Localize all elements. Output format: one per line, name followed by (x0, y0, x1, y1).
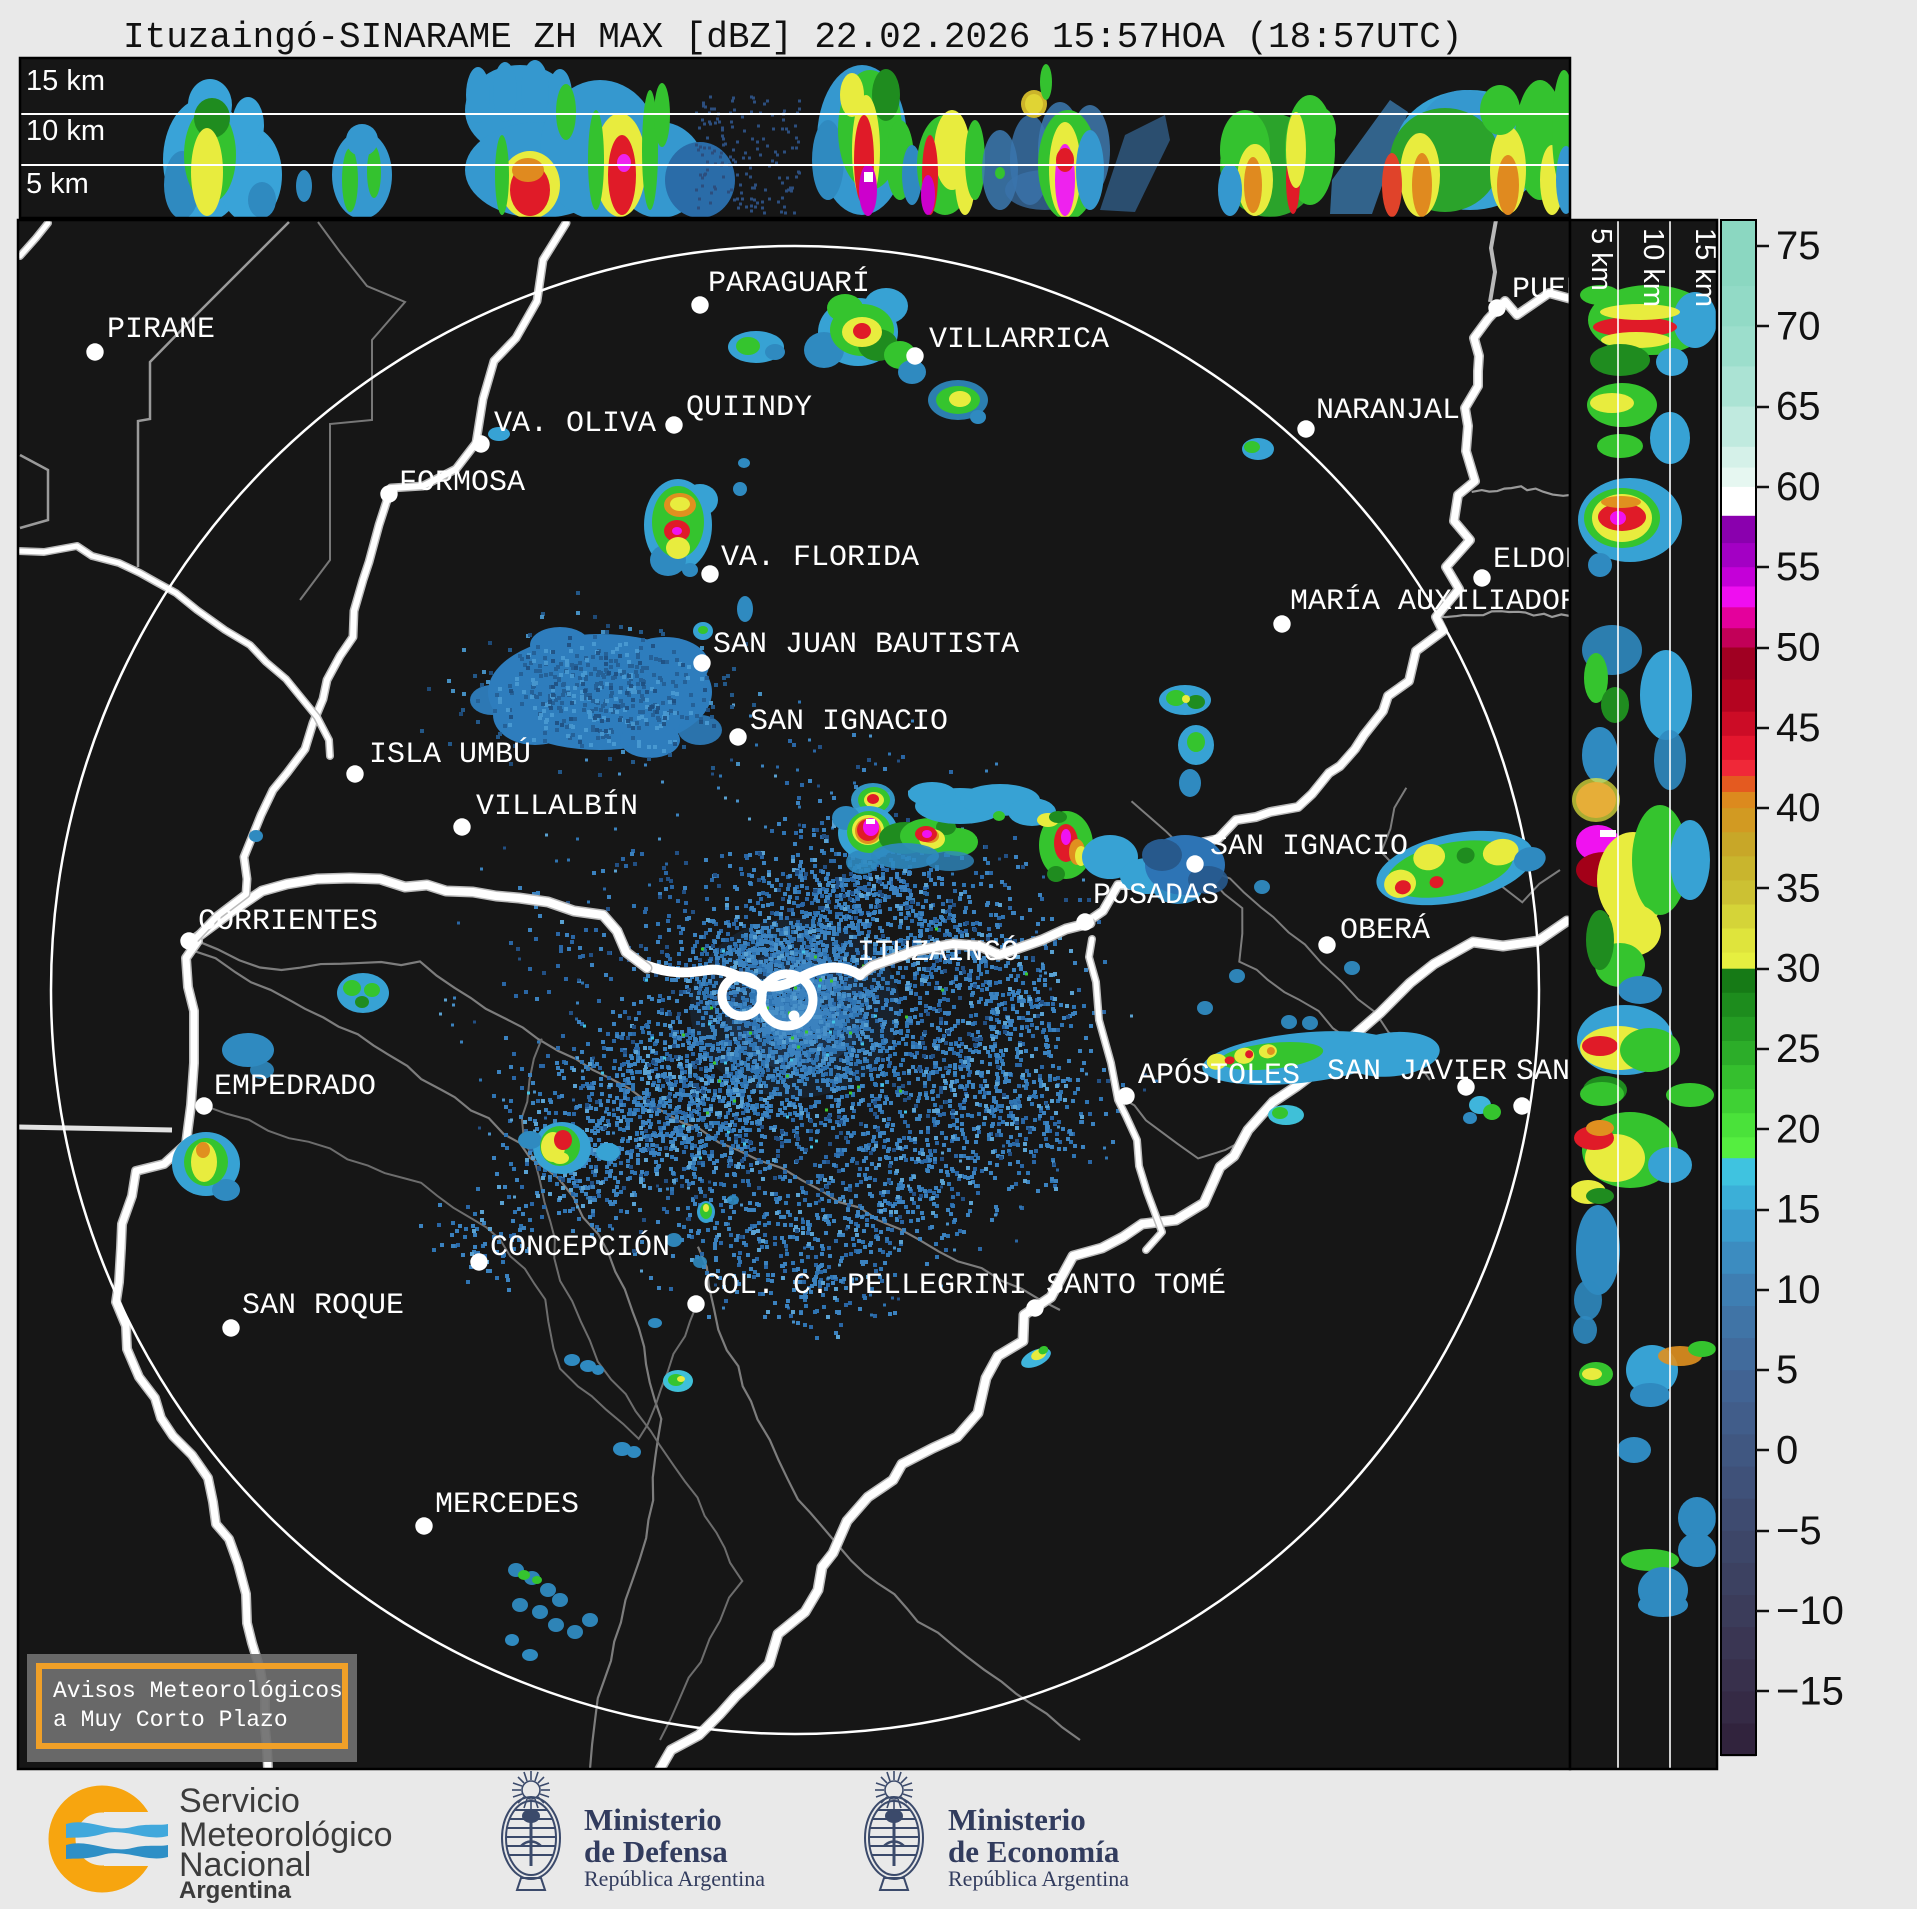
svg-text:35: 35 (1776, 866, 1821, 910)
svg-text:VILLARRICA: VILLARRICA (929, 323, 1109, 357)
svg-text:0: 0 (1776, 1429, 1798, 1473)
svg-text:POSADAS: POSADAS (1093, 879, 1219, 913)
svg-text:ISLA UMBÚ: ISLA UMBÚ (369, 737, 531, 772)
svg-text:República Argentina: República Argentina (948, 1866, 1129, 1891)
svg-text:PARAGUARÍ: PARAGUARÍ (708, 266, 870, 301)
svg-text:5: 5 (1776, 1348, 1798, 1392)
svg-text:FORMOSA: FORMOSA (399, 466, 525, 500)
svg-text:SAN IGNACIO: SAN IGNACIO (1210, 830, 1408, 864)
svg-text:APÓSTOLES: APÓSTOLES (1138, 1058, 1300, 1093)
svg-text:40: 40 (1776, 786, 1821, 830)
svg-text:Servicio: Servicio (179, 1782, 300, 1820)
svg-text:Nacional: Nacional (179, 1846, 311, 1884)
svg-text:5 km: 5 km (1585, 228, 1617, 291)
svg-text:Ministerio: Ministerio (584, 1802, 722, 1837)
svg-text:SAN: SAN (1516, 1055, 1570, 1089)
svg-text:CONCEPCIÓN: CONCEPCIÓN (490, 1230, 670, 1265)
svg-text:−5: −5 (1776, 1509, 1822, 1553)
svg-text:COL. C. PELLEGRINI: COL. C. PELLEGRINI (703, 1269, 1027, 1303)
svg-text:20: 20 (1776, 1107, 1821, 1151)
svg-text:Meteorológico: Meteorológico (179, 1816, 393, 1854)
svg-text:10 km: 10 km (26, 115, 105, 147)
svg-text:15 km: 15 km (1689, 228, 1721, 307)
svg-text:SAN ROQUE: SAN ROQUE (242, 1289, 404, 1323)
svg-text:60: 60 (1776, 465, 1821, 509)
svg-text:MERCEDES: MERCEDES (435, 1488, 579, 1522)
svg-text:Avisos Meteorológicos: Avisos Meteorológicos (53, 1678, 343, 1704)
svg-text:OBERÁ: OBERÁ (1340, 913, 1430, 948)
svg-text:QUIINDY: QUIINDY (686, 391, 812, 425)
svg-text:VA. OLIVA: VA. OLIVA (494, 407, 656, 441)
svg-text:de Defensa: de Defensa (584, 1834, 728, 1869)
svg-text:ELDORADO: ELDORADO (1493, 543, 1637, 577)
svg-text:50: 50 (1776, 626, 1821, 670)
svg-text:10 km: 10 km (1637, 228, 1669, 307)
svg-text:25: 25 (1776, 1027, 1821, 1071)
svg-text:VA. FLORIDA: VA. FLORIDA (721, 541, 919, 575)
svg-text:EMPEDRADO: EMPEDRADO (214, 1070, 376, 1104)
svg-text:NARANJAL: NARANJAL (1316, 394, 1460, 428)
svg-text:PIRANE: PIRANE (107, 313, 215, 347)
svg-text:ITUZAINGÓ: ITUZAINGÓ (857, 935, 1019, 970)
svg-text:−10: −10 (1776, 1589, 1844, 1633)
svg-text:45: 45 (1776, 706, 1821, 750)
svg-text:Ministerio: Ministerio (948, 1802, 1086, 1837)
svg-text:30: 30 (1776, 947, 1821, 991)
svg-text:75: 75 (1776, 224, 1821, 268)
svg-text:SAN JUAN BAUTISTA: SAN JUAN BAUTISTA (713, 628, 1019, 662)
svg-text:PUERTO RICO: PUERTO RICO (1512, 273, 1710, 307)
svg-text:−15: −15 (1776, 1669, 1844, 1713)
svg-text:de Economía: de Economía (948, 1834, 1120, 1869)
svg-text:SANTO TOMÉ: SANTO TOMÉ (1046, 1268, 1226, 1303)
svg-text:5 km: 5 km (26, 168, 89, 200)
svg-text:Ituzaingó-SINARAME ZH MAX [dBZ: Ituzaingó-SINARAME ZH MAX [dBZ] 22.02.20… (123, 17, 1462, 58)
svg-text:SAN IGNACIO: SAN IGNACIO (750, 705, 948, 739)
svg-text:55: 55 (1776, 545, 1821, 589)
svg-text:SAN JAVIER: SAN JAVIER (1327, 1055, 1507, 1089)
svg-text:Argentina: Argentina (179, 1877, 292, 1904)
svg-text:15 km: 15 km (26, 65, 105, 97)
svg-text:a Muy Corto Plazo: a Muy Corto Plazo (53, 1707, 288, 1733)
svg-text:República Argentina: República Argentina (584, 1866, 765, 1891)
svg-text:70: 70 (1776, 304, 1821, 348)
svg-text:65: 65 (1776, 385, 1821, 429)
svg-text:15: 15 (1776, 1188, 1821, 1232)
svg-text:MARÍA AUXILIADORA: MARÍA AUXILIADORA (1290, 584, 1596, 619)
svg-text:CORRIENTES: CORRIENTES (198, 905, 378, 939)
svg-text:10: 10 (1776, 1268, 1821, 1312)
svg-text:VILLALBÍN: VILLALBÍN (476, 789, 638, 824)
